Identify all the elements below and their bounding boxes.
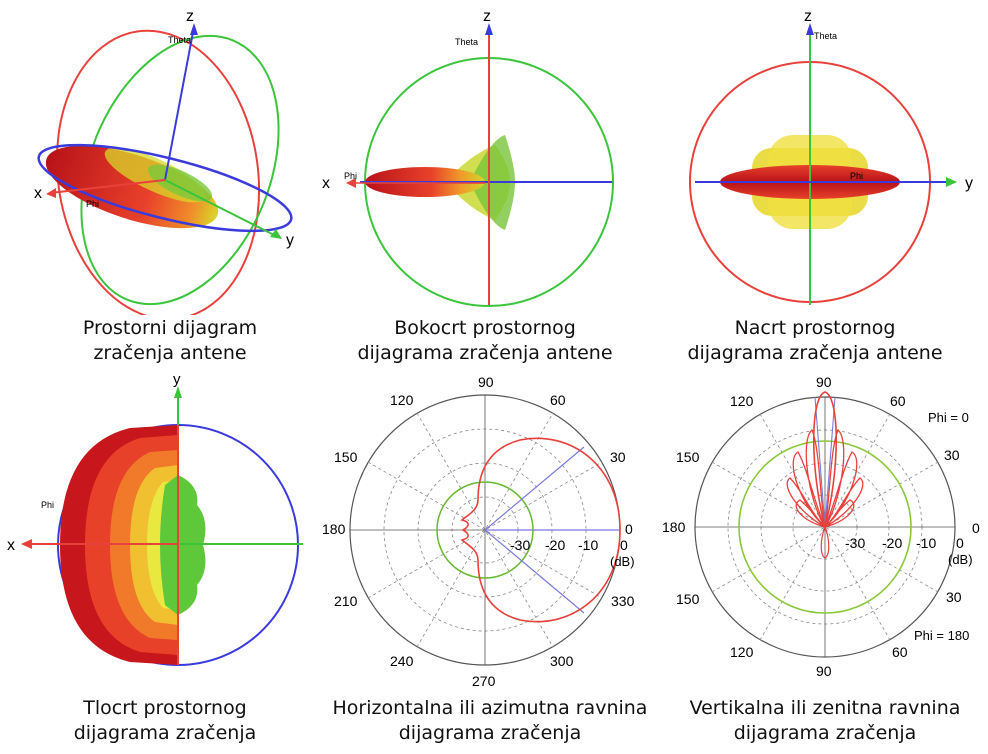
- main-lobe: [45, 145, 219, 229]
- x-axis: [49, 179, 166, 194]
- y-arrow: [946, 177, 957, 187]
- angle-left-150: 150: [676, 591, 700, 607]
- angle-0: 0: [625, 521, 633, 537]
- red-circle: [55, 29, 261, 315]
- angle-90: 90: [478, 374, 494, 390]
- radial-0: 0: [956, 535, 964, 551]
- y-label: y: [965, 175, 973, 192]
- pattern-side-lobes-right: [824, 428, 864, 528]
- pattern-main-lobe: [813, 391, 837, 531]
- x-label: x: [34, 185, 42, 202]
- radial-neg30: -30: [510, 537, 530, 553]
- angle-270: 270: [472, 673, 496, 689]
- theta-label: Theta: [814, 31, 837, 41]
- radial-0: 0: [620, 537, 628, 553]
- phi-label: Phi: [41, 500, 54, 510]
- side-lobe: [147, 164, 213, 202]
- panel-3d-pattern: z Theta x Phi y: [34, 8, 294, 315]
- angle-150: 150: [334, 449, 358, 465]
- y-label: y: [173, 371, 181, 388]
- angle-120: 120: [390, 392, 414, 408]
- radial-neg20: -20: [882, 535, 902, 551]
- phi-bottom-label: Phi = 180: [914, 628, 969, 643]
- pattern-curve: [460, 437, 621, 623]
- green-circle: [80, 34, 280, 306]
- blue-circle: [37, 143, 293, 233]
- caption-top-view: Tlocrt prostornog dijagrama zračenja: [73, 697, 257, 744]
- beam-line: [484, 446, 585, 531]
- z-arrow: [190, 23, 198, 35]
- phi-label: Phi: [344, 171, 357, 181]
- panel-side-view: z Theta x Phi: [322, 8, 614, 307]
- angle-330: 330: [611, 593, 635, 609]
- z-arrow: [485, 23, 493, 35]
- angle-bottom-60: 60: [892, 644, 908, 660]
- y-axis: [164, 179, 279, 238]
- angle-left-150-top: 150: [676, 449, 700, 465]
- angle-left-120: 120: [730, 644, 754, 660]
- phi-top-label: Phi = 0: [928, 410, 969, 425]
- beam-line: [814, 396, 826, 528]
- radial-neg10: -10: [578, 537, 598, 553]
- angle-top-30: 30: [944, 447, 960, 463]
- x-label: x: [7, 537, 15, 554]
- caption-vertical: Vertikalna ili zenitna ravnina dijagrama …: [689, 697, 961, 744]
- angle-bottom-90: 90: [816, 663, 832, 679]
- z-label: z: [483, 8, 491, 25]
- panel-top-view: y x Phi: [7, 371, 303, 666]
- beam-line: [824, 396, 836, 528]
- green-ring: [738, 440, 912, 614]
- caption-front-view: Nacrt prostornog dijagrama zračenja anten…: [687, 317, 943, 364]
- radial-neg10: -10: [916, 535, 936, 551]
- angle-300: 300: [550, 653, 574, 669]
- phi-label: Phi: [86, 199, 99, 209]
- unit-db: (dB): [948, 552, 973, 567]
- theta-label: Theta: [455, 37, 478, 47]
- theta-label: Theta: [168, 35, 191, 45]
- angle-60: 60: [550, 392, 566, 408]
- radial-neg30: -30: [845, 535, 865, 551]
- x-label: x: [322, 175, 330, 192]
- panel-vertical-polar: 90 60 Phi = 0 30 0 30 Phi = 180 60 90 12…: [662, 374, 980, 679]
- z-label: z: [804, 8, 812, 25]
- angle-bottom-30: 30: [946, 589, 962, 605]
- z-label: z: [186, 8, 194, 25]
- panel-horizontal-polar: 90 60 30 0 330 300 270 240 210 180 150 1…: [322, 374, 635, 689]
- x-arrow: [346, 178, 356, 188]
- caption-side-view: Bokocrt prostornog dijagrama zračenja ant…: [357, 317, 613, 364]
- z-axis: [164, 26, 195, 181]
- phi-label: Phi: [850, 171, 863, 181]
- angle-180: 180: [322, 521, 346, 537]
- y-arrow: [174, 386, 182, 398]
- beam-line: [484, 529, 585, 614]
- angle-0: 0: [972, 520, 980, 536]
- angle-top-90: 90: [816, 374, 832, 390]
- pattern-back-lobe: [820, 525, 830, 559]
- angle-top-60: 60: [890, 393, 906, 409]
- y-arrow: [270, 229, 282, 239]
- x-arrow: [46, 188, 56, 198]
- angle-30: 30: [610, 449, 626, 465]
- angle-left-180: 180: [662, 519, 686, 535]
- angle-240: 240: [390, 653, 414, 669]
- angle-left-120-top: 120: [730, 393, 754, 409]
- y-label: y: [286, 232, 294, 249]
- x-arrow: [21, 539, 32, 549]
- pattern-side-lobes-left: [786, 428, 826, 528]
- panel-front-view: z Theta Phi y: [689, 8, 973, 305]
- caption-horizontal: Horizontalna ili azimutna ravnina dijagra…: [332, 697, 648, 744]
- angle-210: 210: [334, 593, 358, 609]
- caption-3d: Prostorni dijagram zračenja antene: [82, 317, 258, 364]
- radial-neg20: -20: [545, 537, 565, 553]
- z-arrow: [806, 23, 814, 35]
- unit-db: (dB): [610, 554, 635, 569]
